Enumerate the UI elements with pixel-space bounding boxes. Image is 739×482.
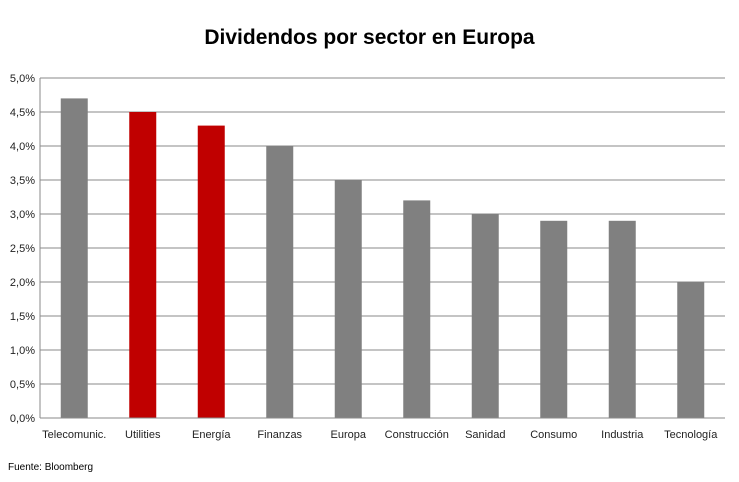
x-category-label: Consumo <box>530 429 577 441</box>
x-category-label: Finanzas <box>257 429 302 441</box>
x-category-label: Telecomunic. <box>42 429 106 441</box>
bar-7 <box>540 220 568 418</box>
bar-1 <box>129 112 157 418</box>
y-tick-label: 2,0% <box>10 277 35 289</box>
y-tick-label: 2,5% <box>10 243 35 255</box>
bar-5 <box>403 200 431 418</box>
bar-0 <box>60 98 88 419</box>
y-tick-label: 4,5% <box>10 107 35 119</box>
y-tick-label: 3,0% <box>10 209 35 221</box>
x-category-label: Europa <box>331 429 367 441</box>
bar-8 <box>608 220 636 418</box>
chart-title: Dividendos por sector en Europa <box>204 26 535 49</box>
y-axis-tick-labels: 0,0% 0,5% 1,0% 1,5% 2,0% 2,5% 3,0% 3,5% 4,0% 4,5%… <box>10 73 35 425</box>
x-axis-category-labels: Telecomunic. Utilities Energía Finanzas Euro… <box>42 429 718 441</box>
bars <box>60 98 705 419</box>
y-tick-label: 1,5% <box>10 311 35 323</box>
bar-9 <box>677 282 705 418</box>
y-tick-label: 3,5% <box>10 175 35 187</box>
x-category-label: Energía <box>192 429 231 441</box>
bar-2 <box>197 125 225 418</box>
x-category-label: Construcción <box>385 429 449 441</box>
y-tick-label: 0,5% <box>10 379 35 391</box>
x-category-label: Utilities <box>125 429 161 441</box>
x-category-label: Industria <box>601 429 644 441</box>
y-tick-label: 0,0% <box>10 413 35 425</box>
x-category-label: Tecnología <box>664 429 718 441</box>
bar-3 <box>266 146 294 418</box>
bar-4 <box>334 180 362 418</box>
x-category-label: Sanidad <box>465 429 505 441</box>
y-tick-label: 1,0% <box>10 345 35 357</box>
bar-6 <box>471 214 499 418</box>
source-note: Fuente: Bloomberg <box>8 462 94 473</box>
y-tick-label: 4,0% <box>10 141 35 153</box>
y-tick-label: 5,0% <box>10 73 35 85</box>
